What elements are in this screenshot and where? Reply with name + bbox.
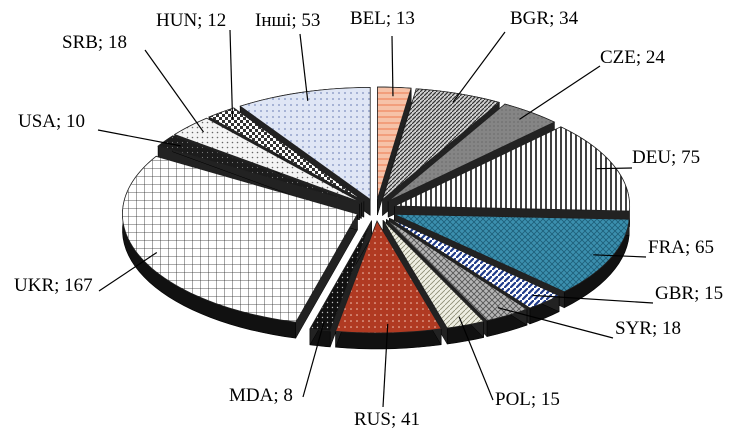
slice-pol [382,220,485,329]
leader-line-pol [458,316,494,401]
data-label-cze: CZE; 24 [600,47,665,68]
slice-other [239,87,371,201]
data-label-ukr: UKR; 167 [14,275,93,296]
leader-line-rus [382,323,389,408]
data-label-fra: FRA; 65 [648,237,714,258]
leader-line-usa [97,129,181,147]
leader-line-other [299,33,309,101]
slice-usa [157,135,360,205]
slice-hun [208,107,365,202]
leader-line-mda [302,321,325,398]
leader-line-syr [497,307,614,339]
data-label-bgr: BGR; 34 [510,8,579,29]
slice-gbr [389,217,561,309]
data-label-hun: HUN; 12 [156,10,226,31]
slice-fra [394,213,630,293]
slice-srb [173,117,362,203]
leader-line-bgr [452,31,506,103]
slice-bel [377,86,412,200]
label-leaders [97,29,654,408]
slice-labels: BEL; 13 BGR; 34 CZE; 24 DEU; 75 FRA; 65 GBR; … [14,8,723,430]
leader-line-ukr [98,251,158,292]
leader-line-hun [229,29,234,120]
slice-deu [394,126,631,212]
data-label-rus: RUS; 41 [354,409,420,430]
leader-line-gbr [532,294,654,304]
data-label-other: Інші; 53 [255,10,320,31]
slice-syr [386,219,528,322]
leader-line-deu [596,167,633,170]
data-label-gbr: GBR; 15 [655,283,723,304]
leader-line-cze [519,65,601,120]
data-label-usa: USA; 10 [18,111,85,132]
leader-line-bel [391,35,394,97]
data-label-bel: BEL; 13 [350,8,415,29]
data-label-deu: DEU; 75 [632,147,700,168]
pie-slices [122,86,631,350]
slice-rus [335,220,442,334]
slice-ukr [122,155,359,323]
data-label-srb: SRB; 18 [62,32,127,53]
leader-line-srb [144,49,205,133]
data-label-pol: POL; 15 [495,389,560,410]
data-label-mda: MDA; 8 [229,385,293,406]
data-label-syr: SYR; 18 [615,318,681,339]
leader-line-fra [593,254,647,258]
slice-mda [309,220,372,332]
